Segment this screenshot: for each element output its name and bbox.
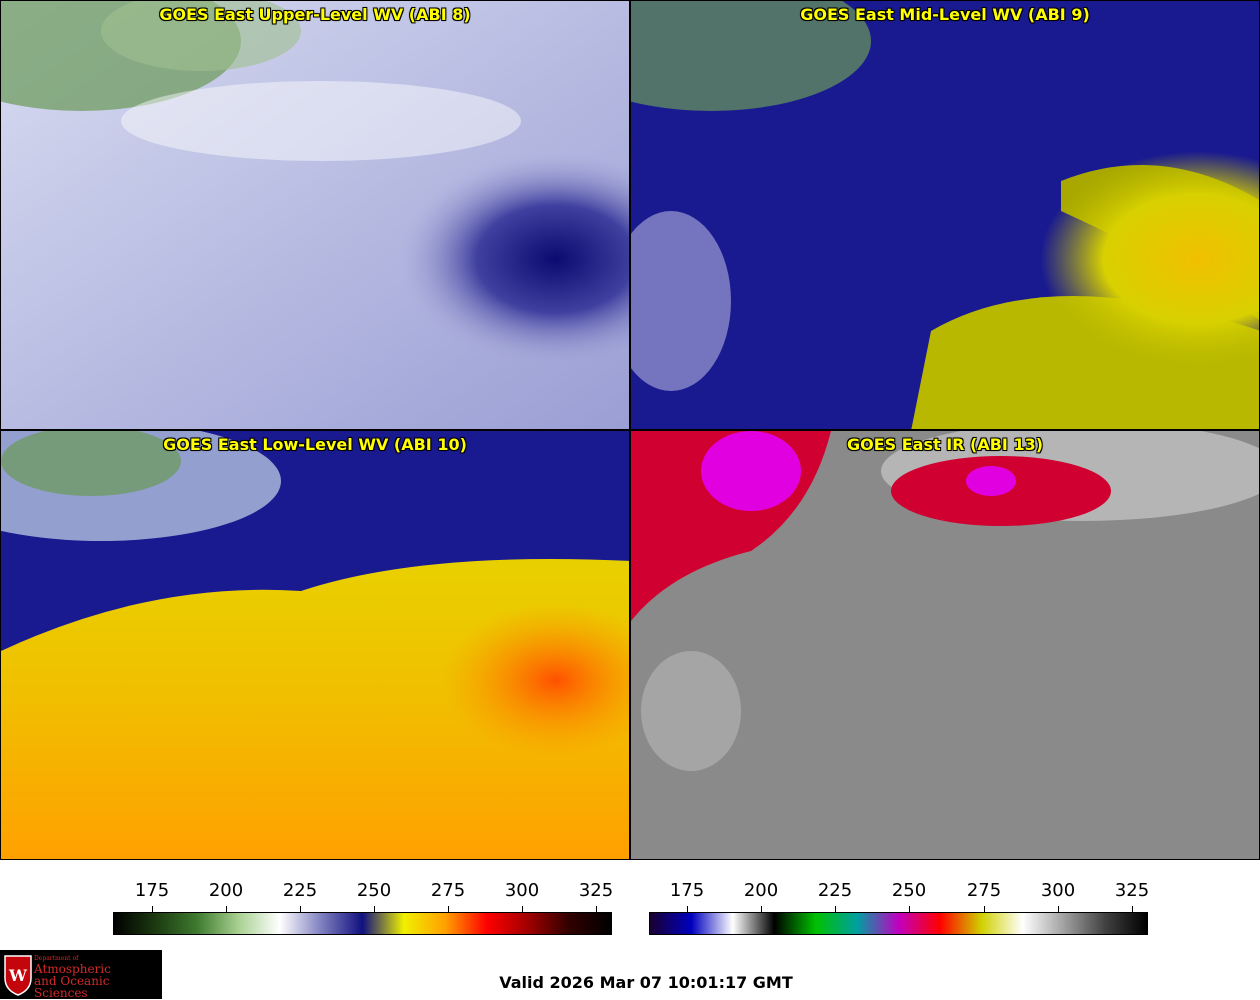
colorbar-tick-label: 225: [817, 880, 853, 901]
colorbar-tick: [984, 906, 985, 912]
colorbar-tick: [1058, 906, 1059, 912]
logo-line3: and Oceanic Sciences: [34, 974, 110, 1000]
logo-line2: Atmospheric: [34, 962, 111, 976]
panel-low-level-wv: GOES East Low-Level WV (ABI 10): [0, 430, 630, 860]
colorbar-tick-label: 300: [504, 880, 540, 901]
colorbar-tick-label: 250: [356, 880, 392, 901]
colorbar-tick: [909, 906, 910, 912]
colorbar-tick-label: 275: [430, 880, 466, 901]
wv-colorbar-gradient: [113, 912, 612, 935]
colorbar-tick: [835, 906, 836, 912]
panel-upper-level-wv: GOES East Upper-Level WV (ABI 8): [0, 0, 630, 430]
panel-title: GOES East Low-Level WV (ABI 10): [163, 435, 467, 454]
colorbar-tick-label: 175: [669, 880, 705, 901]
valid-time: Valid 2026 Mar 07 10:01:17 GMT: [499, 973, 793, 992]
colorbar-tick-label: 275: [966, 880, 1002, 901]
colorbar-tick: [448, 906, 449, 912]
aos-logo: W Department of Atmospheric and Oceanic …: [0, 950, 162, 999]
colorbar-tick: [300, 906, 301, 912]
mid-level-wv-image: [631, 1, 1259, 429]
crest-icon: W: [4, 955, 32, 996]
colorbar-tick-label: 175: [134, 880, 170, 901]
panel-ir: GOES East IR (ABI 13): [630, 430, 1260, 860]
ir-colorbar-gradient: [649, 912, 1148, 935]
colorbar-tick: [226, 906, 227, 912]
colorbar-tick: [522, 906, 523, 912]
panel-title: GOES East IR (ABI 13): [846, 435, 1044, 454]
colorbar-tick: [761, 906, 762, 912]
colorbar-tick-label: 325: [578, 880, 614, 901]
colorbar-tick: [596, 906, 597, 912]
colorbar-tick-label: 200: [743, 880, 779, 901]
panel-title: GOES East Upper-Level WV (ABI 8): [159, 5, 471, 24]
colorbar-tick: [152, 906, 153, 912]
colorbar-tick-label: 250: [891, 880, 927, 901]
colorbar-tick-label: 225: [282, 880, 318, 901]
logo-text: Department of Atmospheric and Oceanic Sc…: [34, 955, 162, 999]
logo-line1: Department of: [34, 955, 79, 962]
colorbar-tick: [374, 906, 375, 912]
panel-mid-level-wv: GOES East Mid-Level WV (ABI 9): [630, 0, 1260, 430]
ir-image: [631, 431, 1259, 859]
colorbar-tick: [687, 906, 688, 912]
colorbar-tick-label: 300: [1040, 880, 1076, 901]
colorbar-tick: [1132, 906, 1133, 912]
colorbar-tick-label: 200: [208, 880, 244, 901]
colorbar-tick-label: 325: [1114, 880, 1150, 901]
svg-text:W: W: [8, 966, 28, 985]
panel-title: GOES East Mid-Level WV (ABI 9): [800, 5, 1090, 24]
low-level-wv-image: [1, 431, 629, 859]
upper-level-wv-image: [1, 1, 629, 429]
